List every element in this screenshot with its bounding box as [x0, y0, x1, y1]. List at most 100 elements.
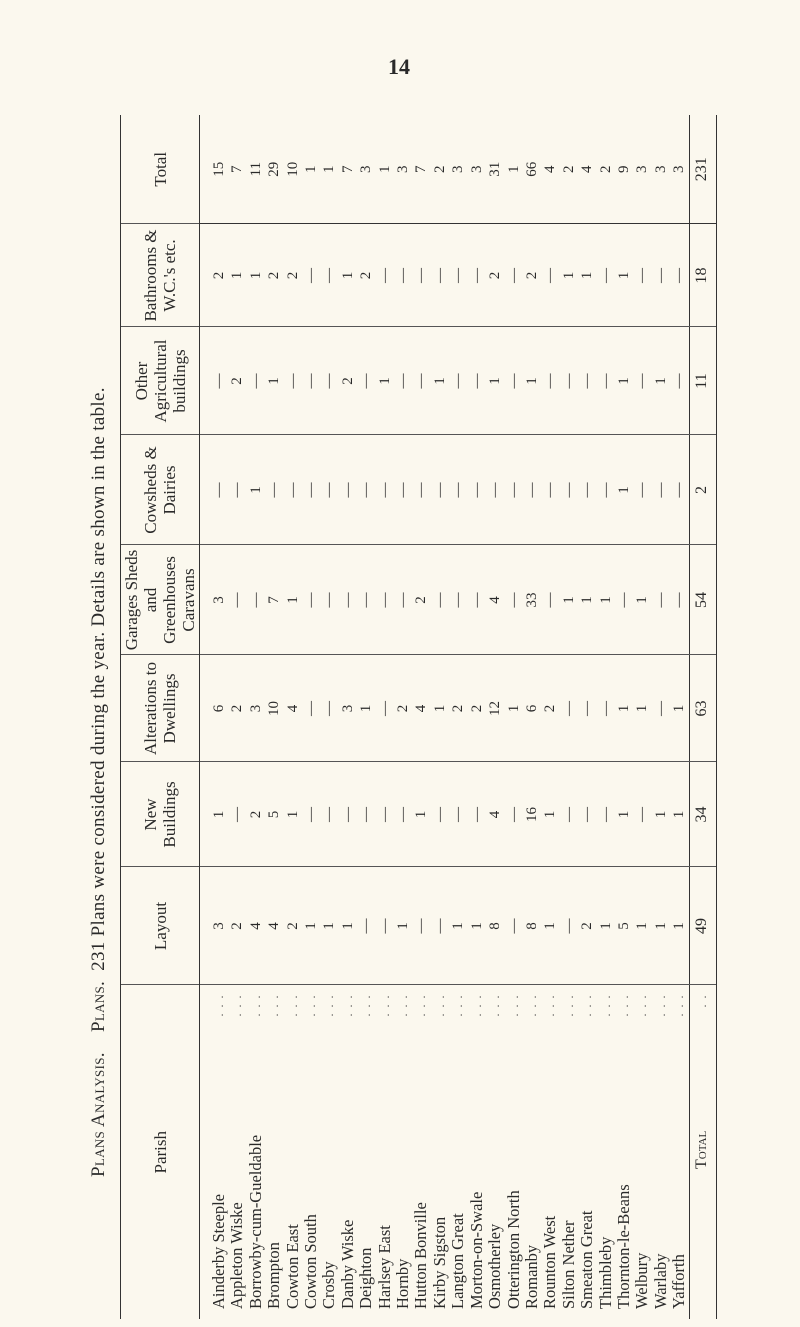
- value-cell: 6: [522, 655, 542, 762]
- value-cell: 2: [486, 224, 505, 327]
- value-cell: —: [651, 224, 671, 327]
- dot-leader: ...: [653, 989, 668, 1017]
- value-cell: 4: [578, 115, 597, 224]
- value-cell: 1: [614, 327, 634, 435]
- value-cell: —: [199, 327, 229, 435]
- value-cell: 2: [228, 867, 247, 985]
- value-cell: 1: [559, 545, 579, 655]
- value-cell: 11: [246, 115, 266, 224]
- parish-name: Cowton East: [282, 1224, 302, 1309]
- value-cell: 1: [596, 545, 615, 655]
- parish-cell: ... Langton Great: [448, 985, 468, 1319]
- value-cell: 3: [246, 655, 266, 762]
- value-cell: —: [394, 224, 413, 327]
- total-value-cell: 34: [689, 762, 717, 867]
- value-cell: 66: [522, 115, 542, 224]
- table-row: ... Brompton 4 5 10 7—1 2 29: [264, 115, 284, 1319]
- value-cell: —: [394, 327, 413, 435]
- parish-cell: ... Otterington North: [504, 985, 523, 1319]
- value-cell: 5: [614, 867, 634, 985]
- dot-leader: ...: [414, 989, 429, 1017]
- value-cell: 3: [199, 867, 229, 985]
- value-cell: 2: [228, 655, 247, 762]
- table-row: ... Osmotherley 8 4 12 4—1 2 31: [485, 115, 505, 1319]
- parish-cell: ... Osmotherley: [485, 985, 504, 1319]
- value-cell: —: [651, 545, 671, 655]
- value-cell: 2: [283, 867, 303, 985]
- value-cell: —: [541, 224, 560, 327]
- value-cell: 3: [199, 545, 229, 655]
- value-cell: —: [596, 435, 615, 545]
- value-cell: 2: [430, 115, 450, 224]
- value-cell: —: [504, 762, 523, 867]
- value-cell: —: [430, 762, 450, 867]
- value-cell: —: [596, 327, 615, 435]
- parish-cell: ... Ainderby Steeple: [200, 985, 229, 1319]
- total-value-cell: 231: [689, 115, 717, 224]
- dot-leader: ...: [285, 989, 300, 1017]
- dot-leader: ...: [267, 989, 282, 1017]
- value-cell: 2: [265, 224, 284, 327]
- value-cell: 2: [338, 327, 358, 435]
- parish-cell: ... Romanby: [522, 985, 541, 1319]
- value-cell: —: [375, 655, 395, 762]
- value-cell: —: [467, 545, 487, 655]
- parish-cell: ... Crosby: [319, 985, 338, 1319]
- value-cell: —: [614, 545, 634, 655]
- page-title: Plans Analysis. Plans. 231 Plans were co…: [88, 77, 110, 1177]
- value-cell: —: [578, 435, 597, 545]
- total-value-cell: 63: [689, 655, 717, 762]
- table-row: ... Cowton South 1— — — — — —1: [301, 115, 321, 1319]
- value-cell: 2: [522, 224, 542, 327]
- value-cell: 1: [338, 867, 358, 985]
- value-cell: 4: [265, 867, 284, 985]
- value-cell: —: [651, 435, 671, 545]
- value-cell: —: [651, 655, 671, 762]
- value-cell: —: [449, 224, 468, 327]
- value-cell: —: [302, 655, 321, 762]
- section-text: 231 Plans were considered during the yea…: [88, 387, 109, 971]
- value-cell: 4: [541, 115, 560, 224]
- parish-cell: ... Appleton Wiske: [227, 985, 246, 1319]
- value-cell: 1: [246, 435, 266, 545]
- table-row: ... Crosby 1— — — — — —1: [319, 115, 339, 1319]
- value-cell: 7: [338, 115, 358, 224]
- totals-label: Total: [693, 1130, 711, 1169]
- value-cell: 4: [486, 545, 505, 655]
- table-row: ... Thimbleby 1— —1— — —2: [596, 115, 615, 1319]
- value-cell: —: [559, 327, 579, 435]
- value-cell: —: [320, 224, 339, 327]
- column-header: Layout: [120, 867, 200, 985]
- dot-leader: ...: [432, 989, 447, 1017]
- value-cell: 1: [578, 545, 597, 655]
- value-cell: —: [504, 545, 523, 655]
- table-row: ... Harlsey East — — — — —1—1: [375, 115, 395, 1319]
- value-cell: —: [633, 762, 652, 867]
- value-cell: 1: [338, 224, 358, 327]
- value-cell: —: [430, 224, 450, 327]
- value-cell: —: [670, 327, 690, 435]
- value-cell: 1: [486, 327, 505, 435]
- parish-cell: ... Rounton West: [540, 985, 559, 1319]
- dot-leader: ...: [377, 989, 392, 1017]
- page-number: 14: [388, 54, 410, 79]
- plans-analysis-table: Parish Layout New Buildings Alterations to …: [120, 115, 717, 1319]
- value-cell: 2: [246, 762, 266, 867]
- totals-row: .. Total 49 34 63 54 2 11 18 231: [689, 115, 717, 1319]
- dot-leader: ...: [635, 989, 650, 1017]
- value-cell: 1: [302, 115, 321, 224]
- table-row: ... Yafforth 1 1 1— — — —3: [669, 115, 690, 1319]
- value-cell: —: [430, 435, 450, 545]
- value-cell: 1: [199, 762, 229, 867]
- value-cell: 8: [486, 867, 505, 985]
- parish-name: Langton Great: [448, 1213, 468, 1309]
- value-cell: 2: [283, 224, 303, 327]
- value-cell: —: [302, 762, 321, 867]
- value-cell: —: [375, 435, 395, 545]
- table-row: ... Kirby Sigston — —1— —1—2: [430, 115, 450, 1319]
- value-cell: 7: [265, 545, 284, 655]
- parish-cell: ... Thimbleby: [596, 985, 615, 1319]
- value-cell: —: [357, 435, 376, 545]
- value-cell: 2: [541, 655, 560, 762]
